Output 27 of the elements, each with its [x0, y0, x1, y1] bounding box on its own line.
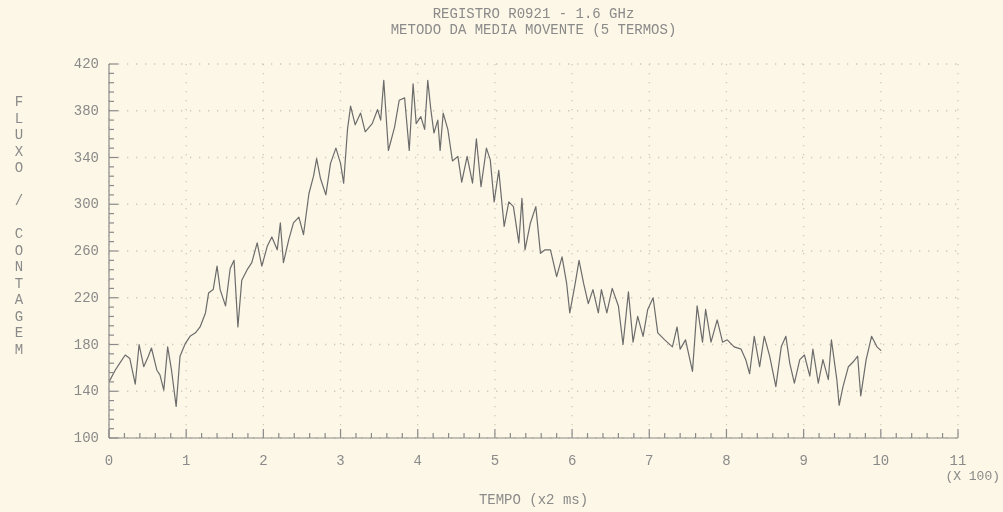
y-axis-title: FLUXO / CONTAGEM [11, 94, 27, 358]
x-tick-label: 7 [645, 453, 654, 469]
x-tick-label: 1 [181, 453, 191, 469]
y-tick-label: 180 [73, 336, 99, 353]
y-tick-label: 300 [73, 196, 99, 213]
x-tick-label: 11 [949, 453, 967, 469]
y-tick-label: 260 [73, 243, 99, 259]
x-tick-label: 3 [336, 453, 345, 469]
x-tick-label: 5 [490, 453, 500, 469]
x-tick-label: 2 [259, 453, 268, 469]
y-tick-label: 100 [73, 430, 99, 446]
x-tick-label: 9 [799, 453, 808, 469]
y-tick-label: 220 [73, 289, 99, 306]
x-axis-title: TEMPO (x2 ms) [477, 492, 590, 508]
x-tick-label: 0 [104, 453, 114, 469]
x-tick-label: 6 [567, 453, 577, 469]
chart-subtitle: METODO DA MEDIA MOVENTE (5 TERMOS) [389, 22, 678, 38]
y-tick-label: 140 [73, 383, 99, 400]
y-tick-label: 340 [73, 149, 99, 166]
x-tick-label: 10 [872, 453, 890, 469]
line-series [109, 79, 882, 408]
y-tick-label: 420 [73, 56, 99, 72]
x-tick-label: 8 [722, 453, 731, 469]
text: (X 100) [945, 469, 1000, 485]
y-tick-label: 380 [73, 102, 99, 119]
chart-title: REGISTRO R0921 - 1.6 GHz [431, 6, 636, 22]
x-tick-label: 4 [413, 453, 422, 469]
